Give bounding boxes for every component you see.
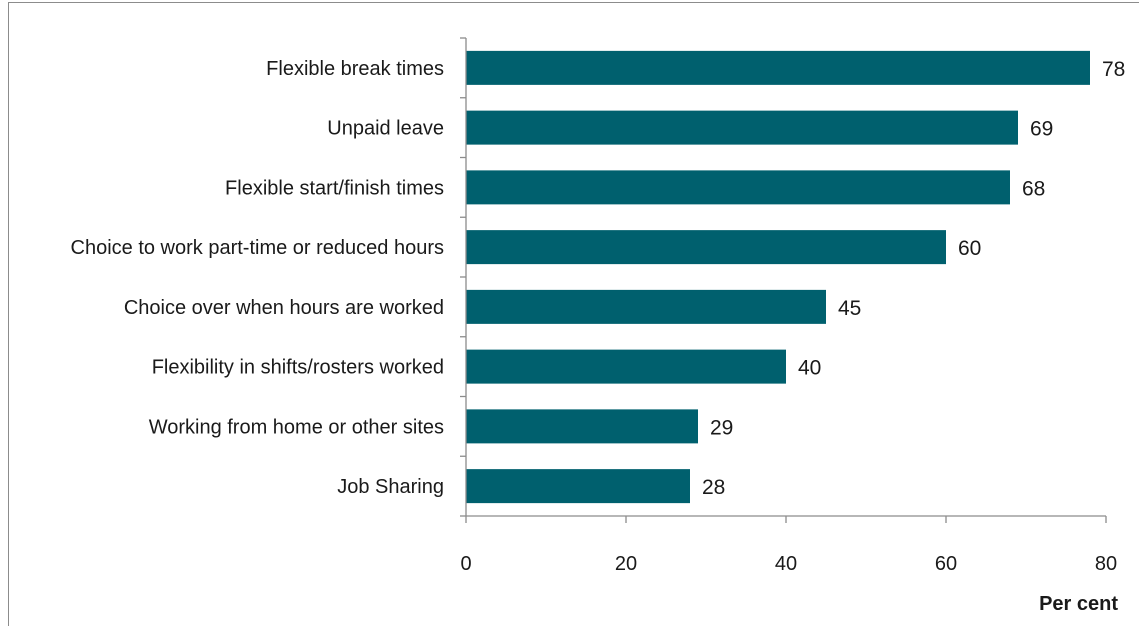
- data-label: 40: [798, 357, 821, 380]
- category-label: Flexible start/finish times: [225, 177, 444, 199]
- x-tick-label: 80: [1095, 553, 1117, 575]
- bar: [466, 170, 1010, 205]
- bar: [466, 349, 786, 384]
- data-label: 68: [1022, 177, 1045, 200]
- bar: [466, 469, 690, 504]
- category-label: Unpaid leave: [327, 118, 444, 140]
- category-label: Flexibility in shifts/rosters worked: [152, 357, 444, 379]
- x-tick-label: 40: [775, 553, 797, 575]
- value-labels: 78 69 68 60 45 40 29 28: [702, 58, 1125, 499]
- bar: [466, 50, 1090, 85]
- x-axis-title: Per cent: [1039, 593, 1118, 615]
- category-label: Choice to work part-time or reduced hour…: [71, 237, 445, 259]
- category-label: Flexible break times: [266, 58, 444, 80]
- category-label: Choice over when hours are worked: [124, 297, 444, 319]
- bar: [466, 110, 1018, 145]
- x-tick-label: 60: [935, 553, 957, 575]
- category-labels: Flexible break times Unpaid leave Flexible…: [71, 58, 445, 498]
- chart-frame: [8, 2, 1139, 626]
- data-label: 29: [710, 416, 733, 439]
- bar: [466, 289, 826, 324]
- data-label: 28: [702, 476, 725, 499]
- category-label: Working from home or other sites: [149, 416, 444, 438]
- data-label: 45: [838, 297, 861, 320]
- bar: [466, 230, 946, 265]
- data-label: 78: [1102, 58, 1125, 81]
- bar: [466, 409, 698, 444]
- x-tick-label: 20: [615, 553, 637, 575]
- bars-layer: [466, 50, 1090, 504]
- x-tick-label: 0: [460, 553, 471, 575]
- axes: 0 20 40 60 80: [460, 37, 1117, 575]
- category-label: Job Sharing: [337, 476, 444, 498]
- data-label: 69: [1030, 118, 1053, 141]
- data-label: 60: [958, 237, 981, 260]
